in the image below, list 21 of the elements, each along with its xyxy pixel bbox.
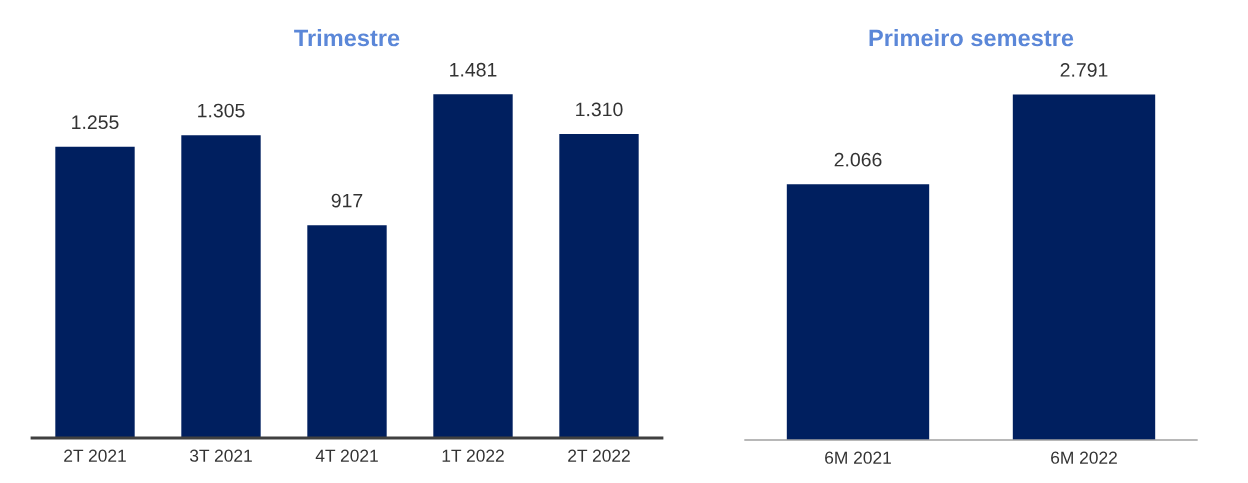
- bar: [433, 94, 513, 438]
- x-tick-label: 6M 2021: [825, 451, 891, 464]
- chart-title: Trimestre: [294, 29, 400, 47]
- bar: [559, 134, 639, 438]
- data-label: 2.066: [834, 152, 882, 167]
- data-label: 1.305: [198, 103, 245, 118]
- data-label: 1.255: [72, 115, 119, 130]
- x-tick-label: 6M 2022: [1051, 451, 1117, 464]
- bar: [181, 135, 261, 438]
- x-tick-label: 2T 2021: [64, 449, 126, 462]
- data-label: 2.791: [1060, 63, 1108, 77]
- bar: [307, 225, 387, 438]
- chart-title: Primeiro semestre: [869, 29, 1074, 47]
- bar: [55, 146, 135, 438]
- data-label: 1.310: [576, 102, 623, 117]
- x-tick-label: 1T 2022: [442, 449, 504, 462]
- data-label: 1.481: [450, 62, 497, 77]
- x-tick-label: 3T 2021: [189, 449, 252, 462]
- x-tick-label: 4T 2021: [315, 449, 378, 462]
- data-label: 917: [331, 193, 363, 208]
- x-tick-label: 2T 2022: [568, 449, 630, 462]
